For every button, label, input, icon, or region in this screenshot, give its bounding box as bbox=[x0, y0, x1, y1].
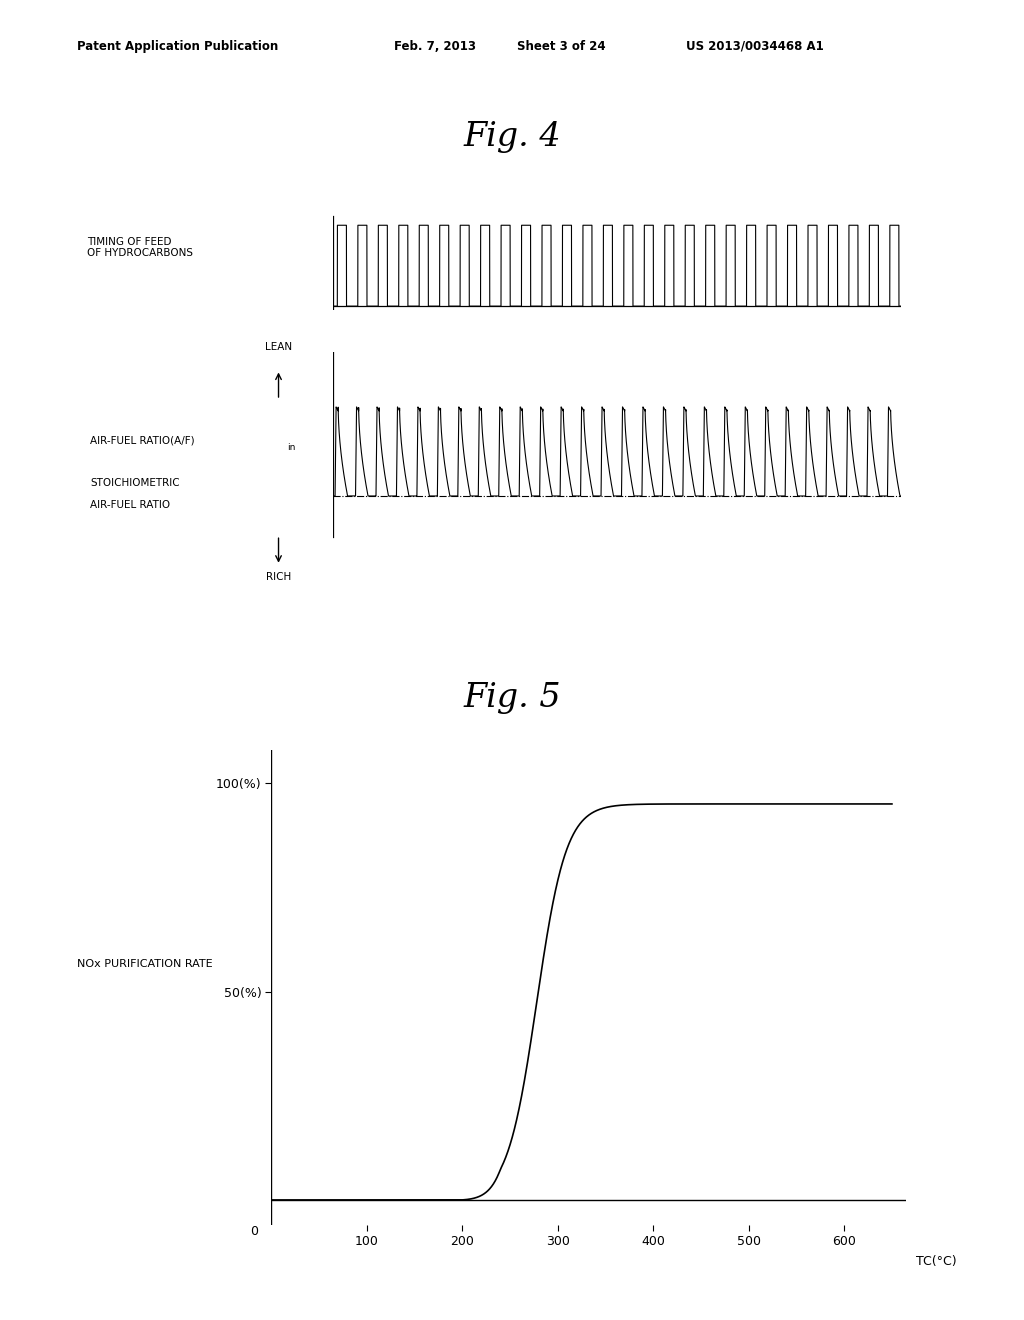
Text: AIR-FUEL RATIO: AIR-FUEL RATIO bbox=[90, 500, 170, 511]
Text: STOICHIOMETRIC: STOICHIOMETRIC bbox=[90, 478, 180, 488]
Text: in: in bbox=[287, 442, 295, 451]
Text: Sheet 3 of 24: Sheet 3 of 24 bbox=[517, 40, 606, 53]
Text: Fig. 4: Fig. 4 bbox=[463, 121, 561, 153]
Text: US 2013/0034468 A1: US 2013/0034468 A1 bbox=[686, 40, 824, 53]
Text: 0: 0 bbox=[250, 1225, 258, 1238]
Text: LEAN: LEAN bbox=[265, 342, 292, 352]
Text: RICH: RICH bbox=[266, 573, 291, 582]
Text: Fig. 5: Fig. 5 bbox=[463, 682, 561, 714]
Text: TIMING OF FEED
OF HYDROCARBONS: TIMING OF FEED OF HYDROCARBONS bbox=[87, 236, 194, 259]
Text: TC(°C): TC(°C) bbox=[916, 1255, 957, 1269]
Text: NOx PURIFICATION RATE: NOx PURIFICATION RATE bbox=[77, 958, 212, 969]
Text: Feb. 7, 2013: Feb. 7, 2013 bbox=[394, 40, 476, 53]
Text: Patent Application Publication: Patent Application Publication bbox=[77, 40, 279, 53]
Text: AIR-FUEL RATIO(A/F): AIR-FUEL RATIO(A/F) bbox=[90, 436, 195, 445]
